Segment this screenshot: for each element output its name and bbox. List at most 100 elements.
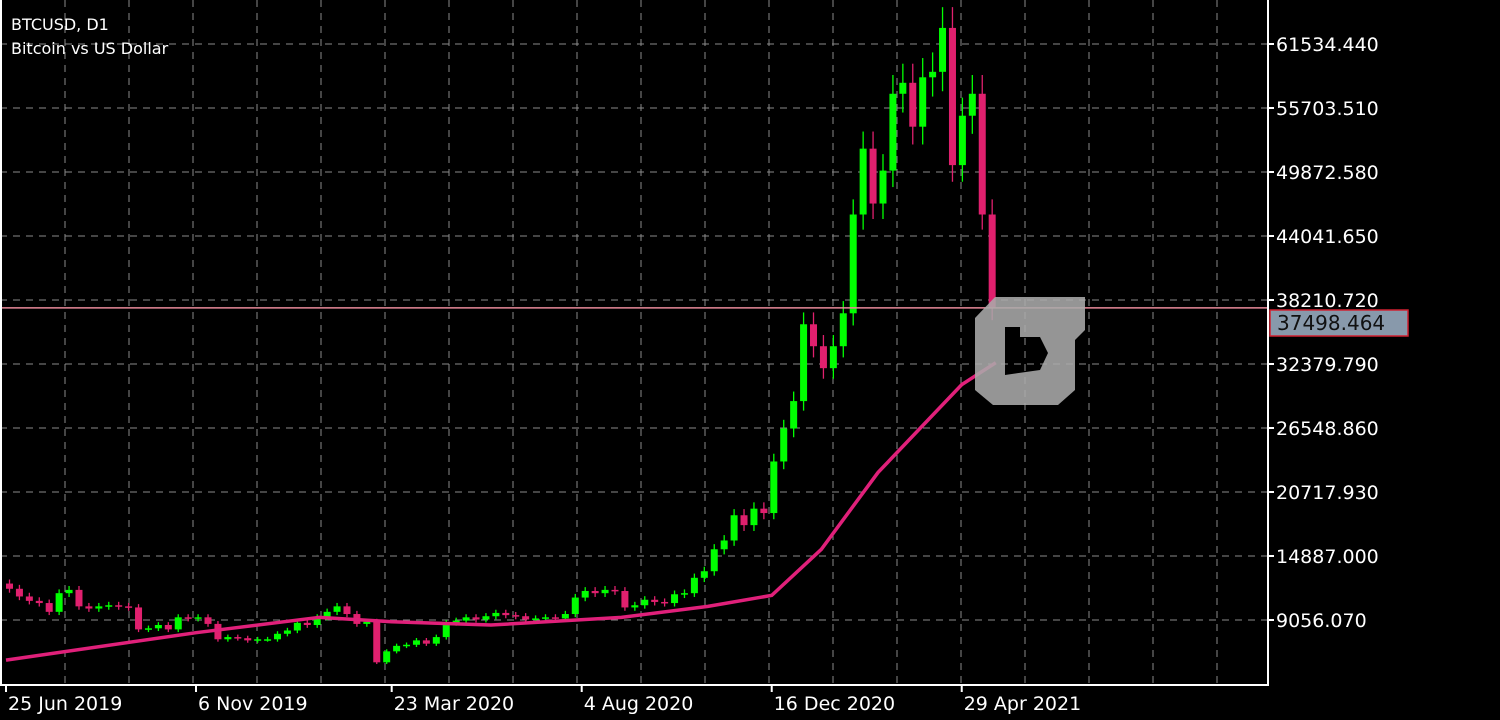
candle-body — [631, 605, 639, 608]
y-tick-label: 55703.510 — [1276, 98, 1379, 120]
candle-body — [224, 637, 232, 640]
candle-body — [55, 593, 63, 612]
candle-body — [75, 589, 83, 607]
candle-body — [929, 71, 937, 78]
candle-body — [303, 622, 311, 626]
candle-body — [293, 622, 301, 631]
candle-body — [65, 589, 73, 594]
candle-body — [968, 93, 976, 116]
candle-body — [740, 515, 748, 526]
candle-body — [373, 621, 381, 663]
candle-body — [859, 148, 867, 215]
candle-body — [591, 590, 599, 594]
y-tick-label: 20717.930 — [1276, 482, 1379, 504]
current-price-text: 37498.464 — [1277, 311, 1385, 335]
x-tick-label: 23 Mar 2020 — [394, 693, 514, 715]
y-tick-label: 9056.070 — [1276, 610, 1367, 632]
candle-body — [919, 77, 927, 127]
candle-body — [581, 590, 589, 598]
candle-body — [839, 313, 847, 347]
candle-body — [472, 617, 480, 620]
candles — [6, 7, 996, 665]
candle-body — [810, 324, 818, 347]
candle-body — [909, 82, 917, 127]
x-tick-label: 16 Dec 2020 — [774, 693, 895, 715]
candle-body — [671, 594, 679, 604]
candle-body — [422, 640, 430, 644]
candle-body — [264, 639, 272, 641]
candle-body — [333, 606, 341, 612]
candle-body — [184, 617, 192, 619]
y-tick-label: 26548.860 — [1276, 418, 1379, 440]
candle-body — [204, 617, 212, 624]
candle-body — [254, 639, 262, 641]
candle-body — [661, 601, 669, 604]
candle-body — [819, 346, 827, 369]
candle-body — [363, 621, 371, 624]
candle-body — [730, 515, 738, 541]
price-axis[interactable]: 61534.440 55703.510 49872.580 44041.650 3821… — [1268, 34, 1379, 632]
candle-body — [115, 605, 123, 607]
x-tick-label: 25 Jun 2019 — [8, 693, 122, 715]
y-tick-label: 14887.000 — [1276, 546, 1379, 568]
candle-body — [561, 614, 569, 619]
candle-body — [651, 599, 659, 602]
candle-body — [393, 645, 401, 652]
candle-body — [383, 651, 391, 663]
candle-body — [313, 617, 321, 626]
plot-frame — [0, 0, 1268, 685]
x-tick-label: 29 Apr 2021 — [964, 693, 1081, 715]
candle-body — [442, 622, 450, 638]
candle-body — [35, 600, 43, 604]
candle-body — [522, 616, 530, 620]
candle-body — [760, 508, 768, 514]
candle-body — [571, 597, 579, 615]
candle-body — [829, 346, 837, 369]
candle-body — [412, 640, 420, 645]
y-tick-label: 32379.790 — [1276, 354, 1379, 376]
candle-body — [144, 628, 152, 630]
candle-body — [790, 401, 798, 429]
candle-body — [780, 428, 788, 462]
candle-body — [532, 618, 540, 620]
candle-body — [283, 630, 291, 634]
candle-body — [978, 93, 986, 215]
y-tick-label: 38210.720 — [1276, 290, 1379, 312]
candle-body — [770, 461, 778, 514]
candle-body — [95, 606, 103, 609]
candle-body — [551, 617, 559, 619]
candle-body — [482, 616, 490, 620]
candle-body — [849, 214, 857, 314]
candle-body — [889, 93, 897, 171]
candle-body — [800, 324, 808, 402]
symbol-title: BTCUSD, D1 — [11, 15, 109, 34]
moving-average-line — [5, 361, 997, 662]
candle-body — [194, 617, 202, 619]
candle-body — [125, 606, 133, 608]
grid — [0, 0, 1268, 685]
x-tick-label: 6 Nov 2019 — [198, 693, 308, 715]
price-label: 37498.464 — [1269, 309, 1409, 337]
candle-body — [6, 583, 13, 589]
candle-body — [15, 588, 23, 597]
symbol-description: Bitcoin vs US Dollar — [11, 39, 169, 58]
candle-body — [680, 593, 688, 595]
y-tick-label: 49872.580 — [1276, 162, 1379, 184]
candle-body — [174, 617, 182, 630]
candle-body — [700, 571, 708, 578]
candle-body — [323, 611, 331, 618]
watermark-logo-icon — [975, 297, 1085, 405]
candle-body — [988, 214, 996, 308]
candle-body — [641, 599, 649, 606]
candle-body — [492, 612, 500, 617]
candle-body — [879, 170, 887, 204]
candle-body — [105, 605, 113, 607]
candle-body — [948, 27, 956, 166]
time-axis[interactable]: 25 Jun 2019 6 Nov 2019 23 Mar 2020 4 Aug 20… — [5, 685, 1081, 715]
candle-body — [958, 115, 966, 166]
y-tick-label: 44041.650 — [1276, 226, 1379, 248]
candle-body — [462, 617, 470, 621]
candle-body — [244, 638, 252, 641]
candle-body — [45, 603, 53, 612]
